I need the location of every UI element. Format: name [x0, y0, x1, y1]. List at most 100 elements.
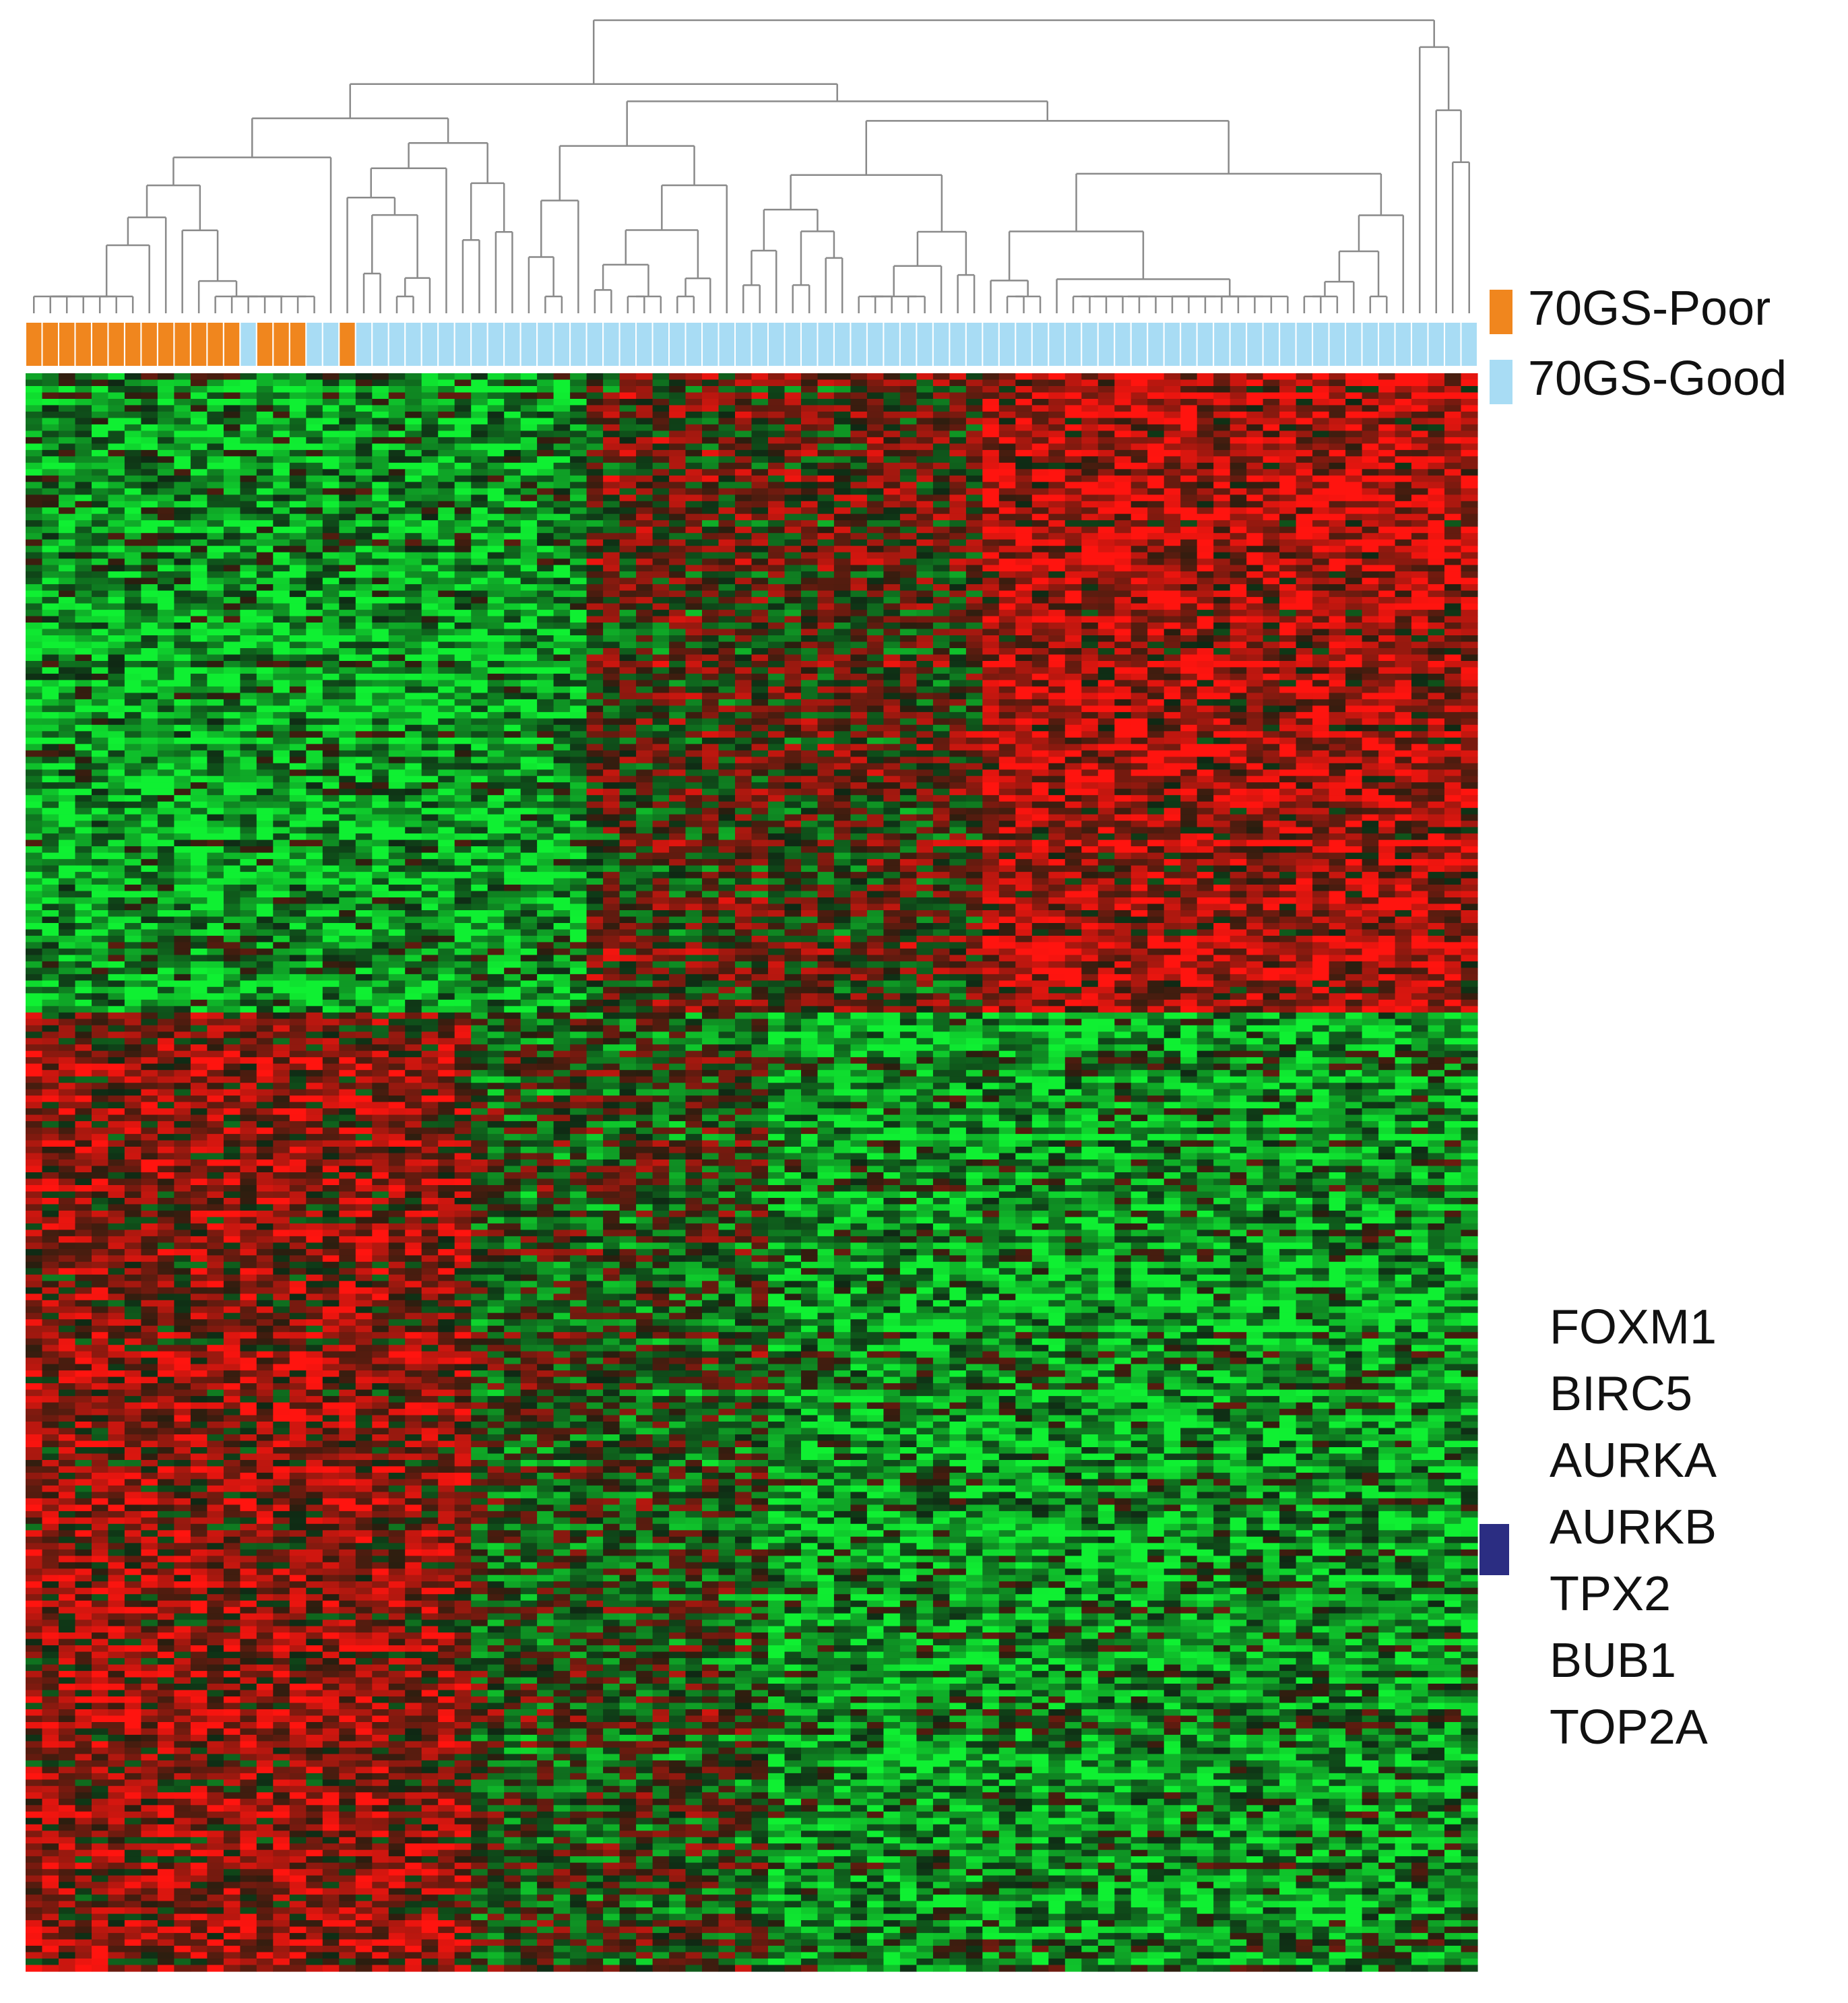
heatmap-cell — [916, 711, 934, 719]
heatmap-cell — [322, 711, 340, 719]
heatmap-cell — [1428, 724, 1445, 732]
heatmap-cell — [1263, 437, 1280, 444]
heatmap-cell — [1114, 629, 1132, 636]
heatmap-cell — [685, 667, 703, 674]
heatmap-cell — [1130, 565, 1148, 572]
heatmap-cell — [619, 559, 637, 566]
heatmap-cell — [1031, 597, 1049, 604]
heatmap-cell — [1444, 456, 1462, 464]
heatmap-cell — [306, 616, 323, 623]
heatmap-cell — [1147, 699, 1165, 706]
heatmap-cell — [157, 597, 174, 604]
heatmap-cell — [702, 673, 720, 680]
heatmap-cell — [256, 731, 274, 738]
heatmap-cell — [669, 520, 687, 528]
heatmap-cell — [801, 616, 819, 623]
heatmap-cell — [1180, 539, 1198, 546]
heatmap-cell — [553, 424, 571, 431]
heatmap-cell — [421, 475, 439, 482]
heatmap-cell — [685, 590, 703, 598]
heatmap-cell — [59, 686, 76, 693]
heatmap-cell — [42, 533, 59, 540]
heatmap-cell — [1180, 462, 1198, 470]
heatmap-cell — [833, 520, 851, 528]
heatmap-cell — [619, 623, 637, 630]
heatmap-cell — [1064, 379, 1082, 387]
heatmap-cell — [1064, 667, 1082, 674]
heatmap-cell — [1312, 559, 1330, 566]
heatmap-cell — [322, 565, 340, 572]
heatmap-cell — [652, 724, 670, 732]
heatmap-cell — [850, 616, 868, 623]
heatmap-cell — [1164, 418, 1181, 425]
heatmap-cell — [1180, 456, 1198, 464]
heatmap-cell — [998, 603, 1016, 610]
heatmap-cell — [1444, 482, 1462, 489]
heatmap-cell — [339, 482, 356, 489]
heatmap-cell — [190, 693, 208, 700]
heatmap-cell — [586, 546, 604, 553]
heatmap-cell — [174, 661, 191, 668]
heatmap-cell — [735, 699, 753, 706]
heatmap-cell — [1444, 526, 1462, 534]
heatmap-cell — [1097, 654, 1115, 662]
heatmap-cell — [702, 379, 720, 387]
heatmap-cell — [487, 379, 505, 387]
heatmap-cell — [866, 462, 884, 470]
heatmap-cell — [504, 641, 521, 649]
heatmap-cell — [735, 623, 753, 630]
heatmap-cell — [190, 539, 208, 546]
heatmap-cell — [619, 577, 637, 585]
heatmap-cell — [982, 424, 1000, 431]
heatmap-cell — [718, 449, 736, 457]
heatmap-cell — [866, 552, 884, 559]
heatmap-cell — [190, 577, 208, 585]
heatmap-cell — [553, 686, 571, 693]
heatmap-cell — [553, 482, 571, 489]
heatmap-cell — [438, 648, 455, 656]
heatmap-cell — [998, 552, 1016, 559]
heatmap-cell — [372, 648, 389, 656]
heatmap-cell — [702, 718, 720, 726]
heatmap-cell — [1428, 623, 1445, 630]
heatmap-cell — [75, 648, 92, 656]
heatmap-cell — [124, 526, 141, 534]
heatmap-cell — [124, 648, 141, 656]
heatmap-cell — [520, 629, 538, 636]
heatmap-cell — [570, 513, 587, 521]
heatmap-cell — [1378, 603, 1396, 610]
heatmap-cell — [685, 513, 703, 521]
heatmap-cell — [1097, 616, 1115, 623]
heatmap-cell — [240, 546, 257, 553]
heatmap-cell — [1064, 424, 1082, 431]
heatmap-cell — [751, 711, 769, 719]
heatmap-cell — [570, 718, 587, 726]
heatmap-cell — [718, 431, 736, 438]
heatmap-cell — [553, 418, 571, 425]
heatmap-cell — [1362, 584, 1379, 592]
heatmap-cell — [1130, 673, 1148, 680]
heatmap-cell — [883, 526, 901, 534]
heatmap-cell — [685, 718, 703, 726]
heatmap-cell — [949, 405, 967, 412]
heatmap-cell — [1312, 590, 1330, 598]
heatmap-cell — [1114, 680, 1132, 687]
heatmap-cell — [702, 731, 720, 738]
heatmap-cell — [157, 482, 174, 489]
heatmap-cell — [388, 699, 406, 706]
heatmap-cell — [405, 405, 422, 412]
heatmap-cell — [289, 718, 307, 726]
heatmap-cell — [405, 724, 422, 732]
heatmap-cell — [322, 475, 340, 482]
heatmap-cell — [92, 577, 109, 585]
heatmap-cell — [355, 431, 373, 438]
heatmap-cell — [636, 654, 654, 662]
heatmap-cell — [570, 641, 587, 649]
heatmap-cell — [768, 571, 786, 579]
heatmap-cell — [702, 437, 720, 444]
heatmap-cell — [1362, 379, 1379, 387]
heatmap-cell — [1395, 686, 1412, 693]
heatmap-cell — [1097, 667, 1115, 674]
heatmap-cell — [256, 424, 274, 431]
heatmap-cell — [982, 462, 1000, 470]
